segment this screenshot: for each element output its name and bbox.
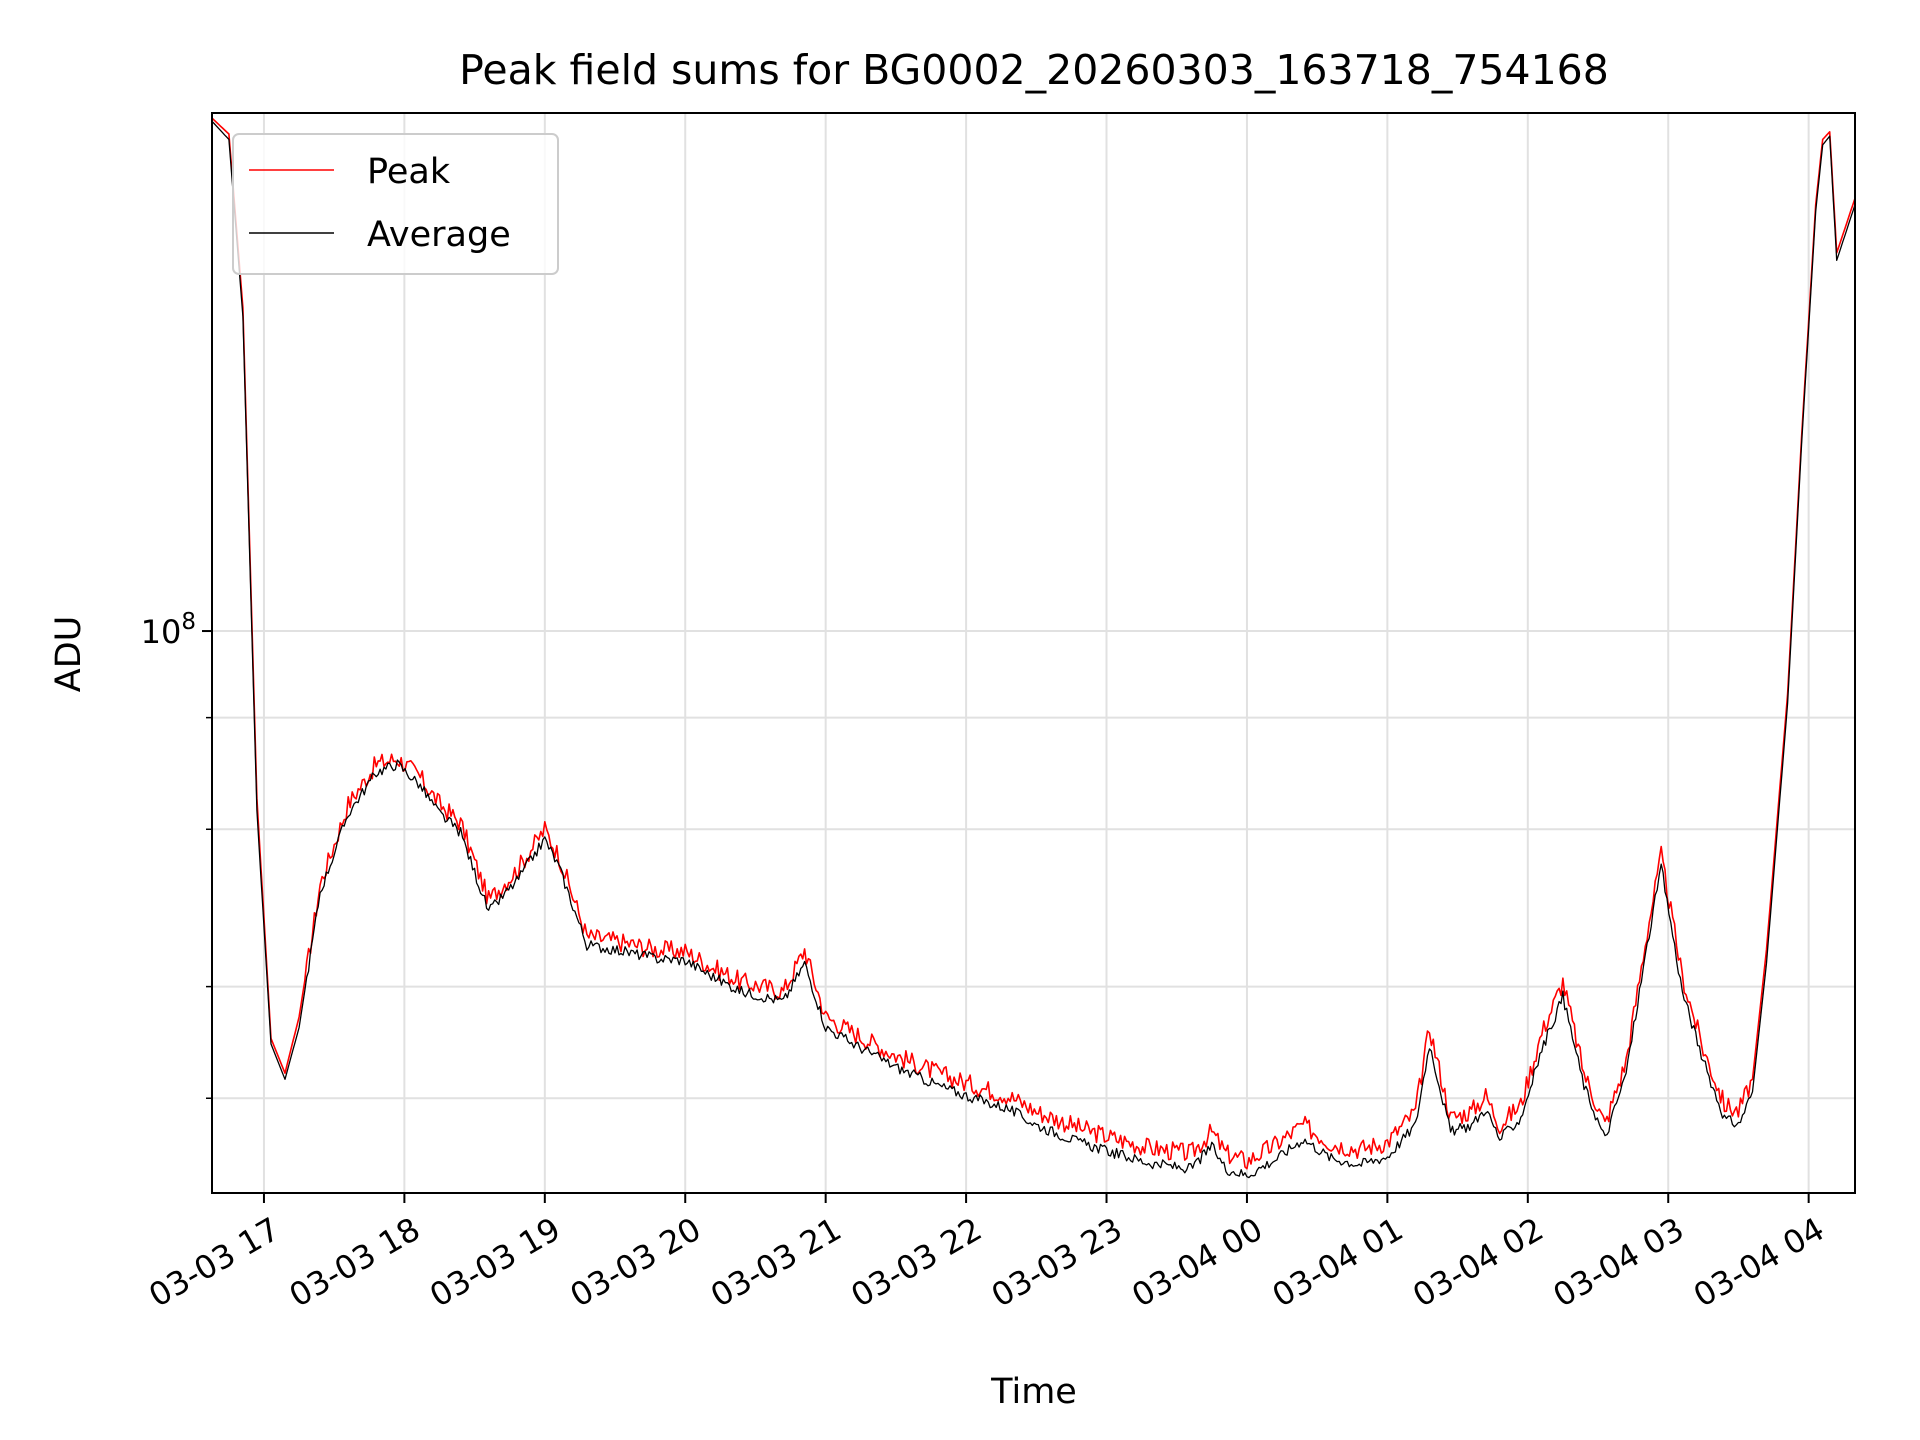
plot-frame bbox=[211, 112, 1856, 1194]
series-layer bbox=[212, 117, 1855, 1179]
series-line-average bbox=[212, 120, 1855, 1179]
legend: Peak Average bbox=[232, 133, 559, 275]
legend-label-peak: Peak bbox=[367, 152, 451, 192]
y-axis-label: ADU bbox=[49, 616, 89, 693]
legend-label-average: Average bbox=[367, 215, 511, 255]
legend-box bbox=[232, 133, 559, 275]
grid bbox=[212, 113, 1855, 1193]
x-axis-label: Time bbox=[990, 1372, 1077, 1412]
series-line-peak bbox=[212, 117, 1855, 1170]
chart-title: Peak field sums for BG0002_20260303_1637… bbox=[459, 46, 1609, 94]
